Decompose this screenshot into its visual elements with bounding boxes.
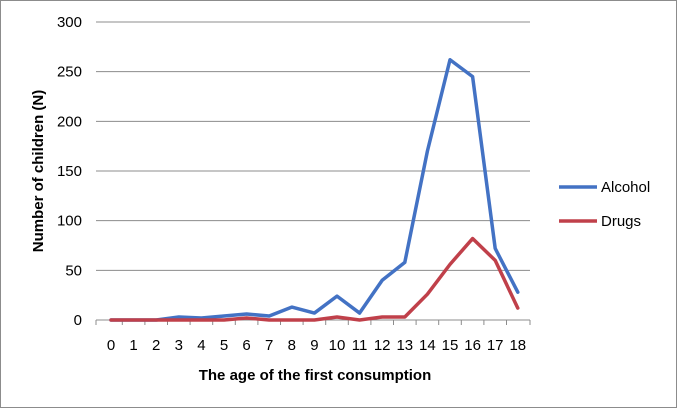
x-tick-label: 17: [487, 337, 504, 354]
x-tick-label: 10: [329, 337, 346, 354]
x-tick-label: 12: [374, 337, 391, 354]
y-tick-label: 100: [57, 213, 82, 230]
series-line-alcohol: [109, 57, 520, 322]
x-tick-label: 11: [352, 337, 368, 354]
x-tick-label: 6: [242, 337, 250, 354]
x-tick-label: 0: [107, 337, 115, 354]
x-tick-labels: 0 1 2 3 4 5 6 7 8 9 10 11 12 13 14 15 16 17 18: [107, 337, 526, 354]
series-lines: [109, 57, 520, 322]
x-axis-title: The age of the first consumption: [199, 367, 432, 384]
y-tick-label: 0: [74, 312, 82, 329]
x-tick-label: 4: [197, 337, 205, 354]
x-tick-label: 7: [265, 337, 273, 354]
x-tick-label: 1: [129, 337, 137, 354]
x-tick-label: 14: [419, 337, 436, 354]
y-tick-label: 50: [65, 262, 82, 279]
legend-label-drugs: Drugs: [601, 213, 641, 230]
x-tick-label: 18: [509, 337, 526, 354]
y-tick-labels: 0 50 100 150 200 250 300: [57, 14, 82, 329]
x-tick-label: 15: [442, 337, 459, 354]
x-tick-label: 5: [220, 337, 228, 354]
y-axis-title: Number of children (N): [30, 90, 47, 253]
x-tick-label: 8: [288, 337, 296, 354]
series-line-drugs: [109, 236, 520, 322]
y-tick-label: 150: [57, 163, 82, 180]
legend-label-alcohol: Alcohol: [601, 179, 650, 196]
x-tick-label: 16: [464, 337, 481, 354]
x-tick-label: 13: [396, 337, 413, 354]
legend: Alcohol Drugs: [559, 179, 650, 230]
x-tick-label: 3: [175, 337, 183, 354]
x-tick-label: 9: [310, 337, 318, 354]
y-tick-label: 300: [57, 14, 82, 31]
y-tick-label: 200: [57, 113, 82, 130]
gridlines: [96, 21, 530, 271]
x-tick-label: 2: [152, 337, 160, 354]
y-tick-label: 250: [57, 64, 82, 81]
